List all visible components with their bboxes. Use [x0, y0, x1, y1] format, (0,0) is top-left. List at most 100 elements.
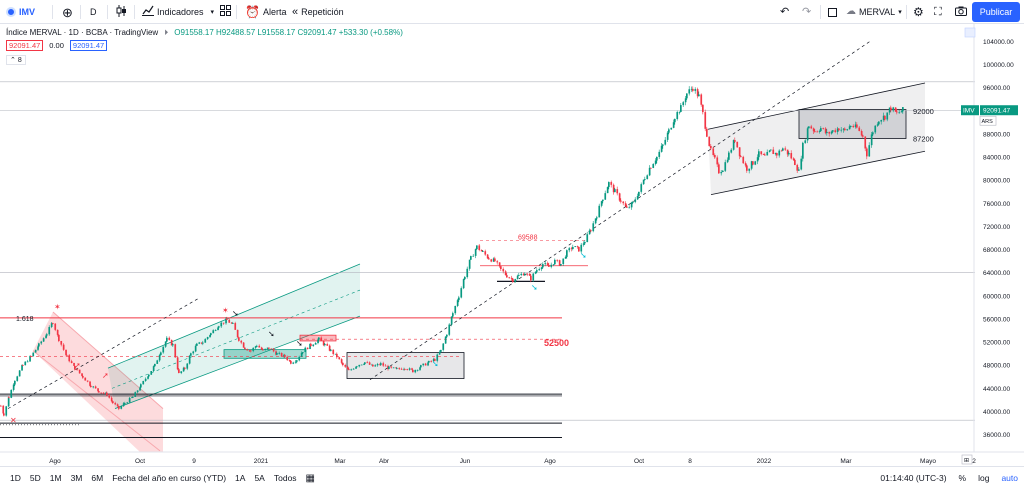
- range-button[interactable]: Fecha del año en curso (YTD): [112, 473, 227, 483]
- candle-body: [878, 121, 880, 125]
- candle-body: [342, 362, 344, 366]
- range-button[interactable]: 1A: [235, 473, 246, 483]
- candle-body: [562, 258, 565, 264]
- candle-body: [48, 327, 51, 335]
- candle-body: [764, 154, 766, 156]
- time-tick-label: 2: [972, 458, 976, 465]
- indicators-collapse-button[interactable]: ⌃ 8: [6, 54, 26, 65]
- candle-body: [586, 234, 589, 243]
- candle-body: [309, 343, 311, 350]
- candle-body: [66, 354, 68, 356]
- candle-body: [26, 361, 29, 363]
- candle-body: [528, 273, 531, 276]
- candle-body: [838, 128, 840, 131]
- candle-body: [419, 367, 421, 370]
- candle-body: [396, 368, 398, 369]
- time-axis[interactable]: Ago Oct 9 2021 Mar Abr Jun Ago Oct 8 2022 Mar Mayo 2⊞: [0, 451, 1024, 465]
- candle-body: [258, 345, 261, 348]
- undo-button[interactable]: ↶: [780, 0, 789, 24]
- replay-button[interactable]: « Repetición: [292, 5, 344, 18]
- layout-button[interactable]: ☁ MERVAL ▾: [846, 6, 902, 18]
- indicators-button[interactable]: Indicadores ▾: [142, 0, 214, 24]
- candle-body: [45, 335, 47, 339]
- candle-body: [98, 391, 100, 393]
- candle-body: [298, 356, 301, 361]
- candle-body: [332, 349, 335, 354]
- candle-body: [14, 380, 16, 385]
- candle-body: [816, 131, 819, 133]
- time-tick-label: Abr: [379, 458, 390, 465]
- candle-body: [194, 345, 197, 352]
- candle-body: [442, 343, 445, 350]
- candle-body: [760, 151, 763, 155]
- candle-body: [286, 356, 289, 361]
- ask-price-box[interactable]: 92091.47: [69, 40, 108, 51]
- candle-body: [608, 182, 610, 188]
- range-button[interactable]: Todos: [273, 473, 297, 483]
- fullscreen-button[interactable]: ⛶: [934, 0, 942, 24]
- bid-price-box[interactable]: 92091.47: [6, 40, 44, 51]
- candle-body: [7, 397, 10, 407]
- candle-body: [524, 273, 526, 276]
- candle-body: [876, 124, 879, 126]
- symbol-search-button[interactable]: IMV: [6, 0, 35, 24]
- candle-body: [832, 130, 834, 132]
- candle-body: [658, 151, 661, 157]
- candle-body: [108, 395, 111, 398]
- candle-body: [590, 230, 592, 232]
- log-toggle[interactable]: log: [978, 473, 990, 483]
- candle-body: [864, 136, 867, 149]
- clock-label[interactable]: 01:14:40 (UTC-3): [880, 473, 947, 483]
- settings-button[interactable]: ⚙: [913, 0, 924, 24]
- candle-body: [302, 352, 304, 353]
- candle-body: [890, 107, 892, 111]
- candle-body: [858, 127, 861, 131]
- candle-body: [530, 275, 532, 281]
- redo-button[interactable]: ↷: [802, 0, 811, 24]
- range-button[interactable]: 5A: [254, 473, 265, 483]
- candle-body: [50, 323, 53, 328]
- auto-toggle[interactable]: auto: [1001, 473, 1018, 483]
- candle-body: [786, 149, 789, 155]
- candle-body: [384, 365, 387, 367]
- candle-body: [382, 363, 385, 366]
- candle-body: [346, 366, 349, 370]
- candle-body: [680, 105, 682, 112]
- interval-button[interactable]: D: [90, 7, 97, 17]
- candle-body: [190, 353, 192, 356]
- fullscreen-toggle[interactable]: [828, 0, 837, 24]
- candle-body: [886, 112, 889, 120]
- range-button[interactable]: 5D: [29, 473, 41, 483]
- range-button[interactable]: 1M: [49, 473, 62, 483]
- templates-button[interactable]: [220, 0, 231, 24]
- square-icon: [828, 7, 837, 17]
- candle-body: [5, 406, 8, 416]
- range-button[interactable]: 3M: [70, 473, 83, 483]
- range-button[interactable]: 1D: [10, 473, 21, 483]
- candle-body: [826, 131, 828, 134]
- candle-body: [432, 359, 435, 362]
- chart-type-button[interactable]: [116, 0, 127, 24]
- percent-toggle[interactable]: %: [958, 473, 967, 483]
- candle-body: [374, 365, 377, 367]
- calendar-range-icon[interactable]: ▦: [305, 472, 315, 484]
- publish-button[interactable]: Publicar: [972, 2, 1020, 22]
- compare-button[interactable]: ⊕: [62, 0, 73, 24]
- range-button[interactable]: 6M: [91, 473, 104, 483]
- calendar-icon: ⊞: [964, 457, 969, 464]
- currency-label: ARS: [982, 119, 994, 125]
- candle-body: [778, 150, 781, 156]
- price-chart[interactable]: 1.618 52500 69588 92000 87200 ✶ ✶ ✕ ➘ ➘ ➘ ➘ ➘ ➘ ➚ ➚ 360…: [0, 24, 1024, 466]
- candle-body: [358, 364, 361, 367]
- candle-body: [440, 349, 442, 352]
- screenshot-button[interactable]: [955, 0, 967, 24]
- price-axis[interactable]: 36000.00 40000.00 44000.00 48000.00 52000.00…: [961, 24, 1018, 452]
- candle-body: [788, 153, 790, 155]
- alert-button[interactable]: ⏰ Alerta: [245, 5, 287, 19]
- arrow-marker-icon: ➘: [432, 359, 439, 368]
- candle-body: [392, 367, 395, 369]
- candle-body: [236, 329, 239, 338]
- candle-body: [60, 341, 63, 345]
- candle-body: [776, 153, 778, 156]
- legend-title[interactable]: Índice MERVAL · 1D · BCBA · TradingView: [6, 28, 159, 37]
